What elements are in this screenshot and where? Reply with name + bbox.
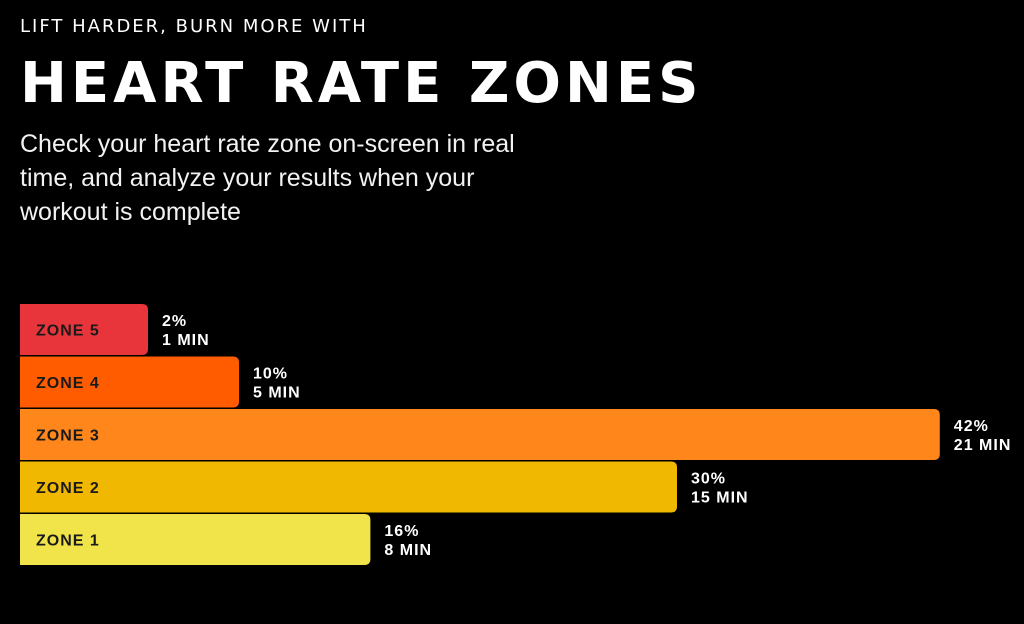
bar-group-zone-2: ZONE 2 30% 15 MIN — [20, 461, 749, 513]
duration-label: 8 MIN — [384, 542, 432, 559]
percent-label: 16% — [384, 523, 419, 540]
duration-label: 15 MIN — [691, 490, 749, 507]
percent-label: 30% — [691, 471, 726, 488]
duration-label: 21 MIN — [954, 437, 1012, 454]
bar-zone-3 — [20, 409, 940, 460]
percent-label: 2% — [162, 313, 187, 330]
bar-zone-5 — [20, 304, 148, 355]
percent-label: 10% — [253, 366, 288, 383]
bar-zone-2 — [20, 461, 677, 513]
bar-zone-4 — [20, 356, 239, 408]
category-label: ZONE 2 — [36, 480, 100, 497]
percent-label: 42% — [954, 418, 989, 435]
bar-group-zone-3: ZONE 3 42% 21 MIN — [20, 409, 1012, 460]
page-title: HEART RATE ZONES — [20, 51, 703, 116]
bar-zone-1 — [20, 514, 371, 565]
bar-group-zone-1: ZONE 1 16% 8 MIN — [20, 514, 432, 565]
category-label: ZONE 3 — [36, 428, 100, 445]
bar-group-zone-4: ZONE 4 10% 5 MIN — [20, 356, 301, 408]
duration-label: 5 MIN — [253, 385, 301, 402]
category-label: ZONE 4 — [36, 375, 100, 392]
category-label: ZONE 1 — [36, 533, 100, 550]
page-subtitle: Check your heart rate zone on-screen in … — [20, 130, 515, 226]
duration-label: 1 MIN — [162, 332, 210, 349]
eyebrow-text: LIFT HARDER, BURN MORE WITH — [20, 16, 368, 37]
category-label: ZONE 5 — [36, 323, 100, 340]
bar-group-zone-5: ZONE 5 2% 1 MIN — [20, 304, 210, 355]
